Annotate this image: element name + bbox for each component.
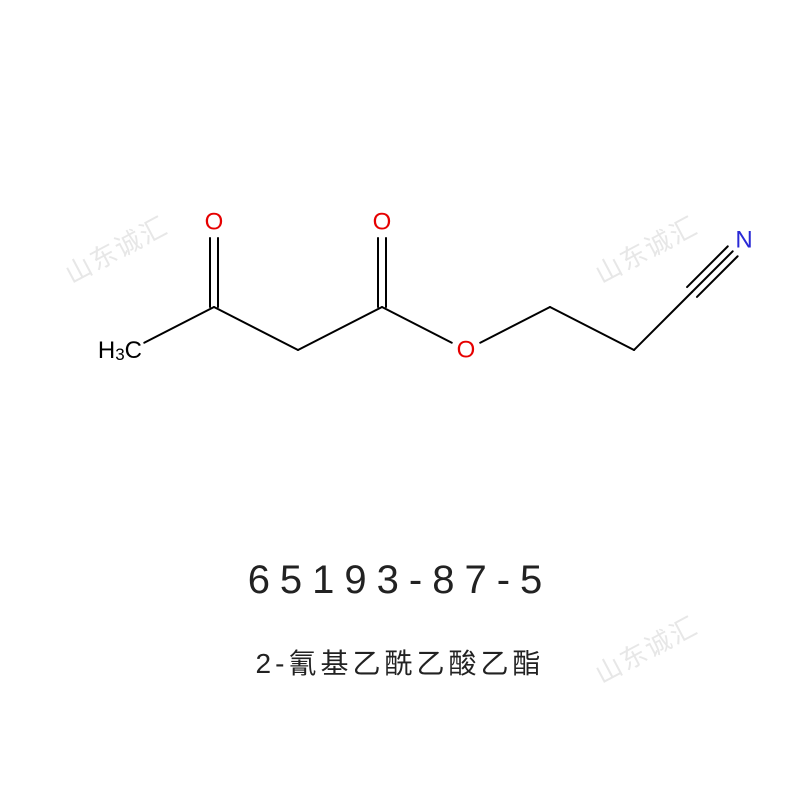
svg-text:O: O	[205, 209, 224, 236]
svg-text:H3C: H3C	[98, 337, 142, 364]
svg-text:O: O	[373, 209, 392, 236]
svg-text:N: N	[735, 227, 752, 254]
svg-text:O: O	[457, 337, 476, 364]
cas-number: 65193-87-5	[0, 558, 800, 603]
compound-name-chinese: 2-氰基乙酰乙酸乙酯	[0, 642, 800, 682]
